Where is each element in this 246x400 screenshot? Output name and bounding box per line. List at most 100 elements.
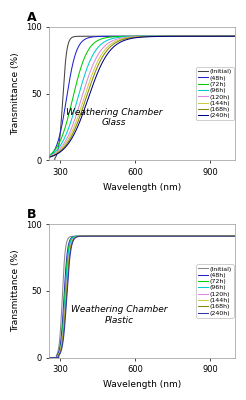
(168h) [69,136,72,141]
(120h) [127,234,130,238]
Line: (144h): (144h) [49,36,235,157]
(96h) [80,234,83,238]
(72h) [80,234,83,238]
(48h) [210,34,213,39]
(Initial) [210,34,213,39]
(240h) [47,355,50,360]
(168h) [233,234,236,238]
(72h) [233,234,236,238]
(96h) [210,34,213,39]
(48h) [127,34,130,39]
(144h) [80,234,83,239]
(96h) [233,34,236,39]
(48h) [119,34,122,39]
(72h) [119,34,122,39]
(240h) [210,34,213,39]
Line: (120h): (120h) [49,236,235,358]
(240h) [119,234,122,238]
(96h) [230,34,233,39]
(96h) [233,234,236,238]
(168h) [210,234,213,238]
(240h) [69,252,72,257]
(144h) [138,234,141,238]
Text: B: B [27,208,36,222]
(240h) [80,115,83,120]
(96h) [69,121,72,126]
X-axis label: Wavelength (nm): Wavelength (nm) [103,183,181,192]
(144h) [47,154,50,159]
(Initial) [233,34,236,39]
(240h) [210,234,213,238]
(240h) [127,37,130,42]
(240h) [233,234,236,238]
(96h) [230,234,233,238]
(240h) [119,40,122,44]
(120h) [233,34,236,39]
(Initial) [230,34,233,39]
Line: (96h): (96h) [49,236,235,358]
(168h) [230,34,233,39]
(96h) [210,234,213,238]
(Initial) [47,158,50,163]
(120h) [230,34,233,39]
(72h) [47,153,50,158]
(Initial) [116,234,119,238]
(72h) [210,34,213,39]
(72h) [80,64,83,69]
(48h) [230,234,233,238]
(Initial) [47,355,50,360]
(48h) [47,355,50,360]
(96h) [119,234,122,238]
(72h) [230,34,233,39]
(48h) [127,234,130,238]
(144h) [233,34,236,39]
Line: (Initial): (Initial) [49,236,235,358]
(48h) [80,234,83,238]
(Initial) [127,234,130,238]
Line: (144h): (144h) [49,236,235,358]
(168h) [47,155,50,160]
(120h) [119,36,122,41]
(48h) [69,237,72,242]
Text: Weathering Chamber
Plastic: Weathering Chamber Plastic [71,305,168,325]
(Initial) [210,234,213,238]
(48h) [80,40,83,45]
(Initial) [119,234,122,238]
(48h) [119,234,122,238]
Line: (48h): (48h) [49,236,235,358]
(48h) [210,234,213,238]
(144h) [69,133,72,138]
(120h) [119,234,122,238]
(Initial) [69,37,72,42]
(120h) [80,234,83,239]
(120h) [233,234,236,238]
(120h) [80,97,83,102]
Text: A: A [27,11,36,24]
(96h) [80,84,83,88]
(48h) [127,234,130,238]
(168h) [138,234,141,238]
(144h) [119,234,122,238]
Line: (48h): (48h) [49,36,235,157]
Line: (240h): (240h) [49,236,235,358]
Line: (72h): (72h) [49,36,235,156]
Y-axis label: Transmittance (%): Transmittance (%) [11,250,20,332]
(240h) [230,34,233,39]
Text: Weathering Chamber
Glass: Weathering Chamber Glass [66,108,162,128]
(96h) [69,240,72,245]
(72h) [69,106,72,111]
(96h) [128,234,131,238]
(Initial) [135,34,138,39]
(120h) [138,234,140,238]
(96h) [127,34,130,39]
(144h) [210,34,213,39]
(144h) [47,355,50,360]
(Initial) [80,34,83,39]
(96h) [47,154,50,158]
(120h) [210,34,213,39]
(144h) [127,35,130,40]
(168h) [69,248,72,253]
Line: (168h): (168h) [49,36,235,157]
(48h) [230,34,233,39]
Line: (168h): (168h) [49,236,235,358]
